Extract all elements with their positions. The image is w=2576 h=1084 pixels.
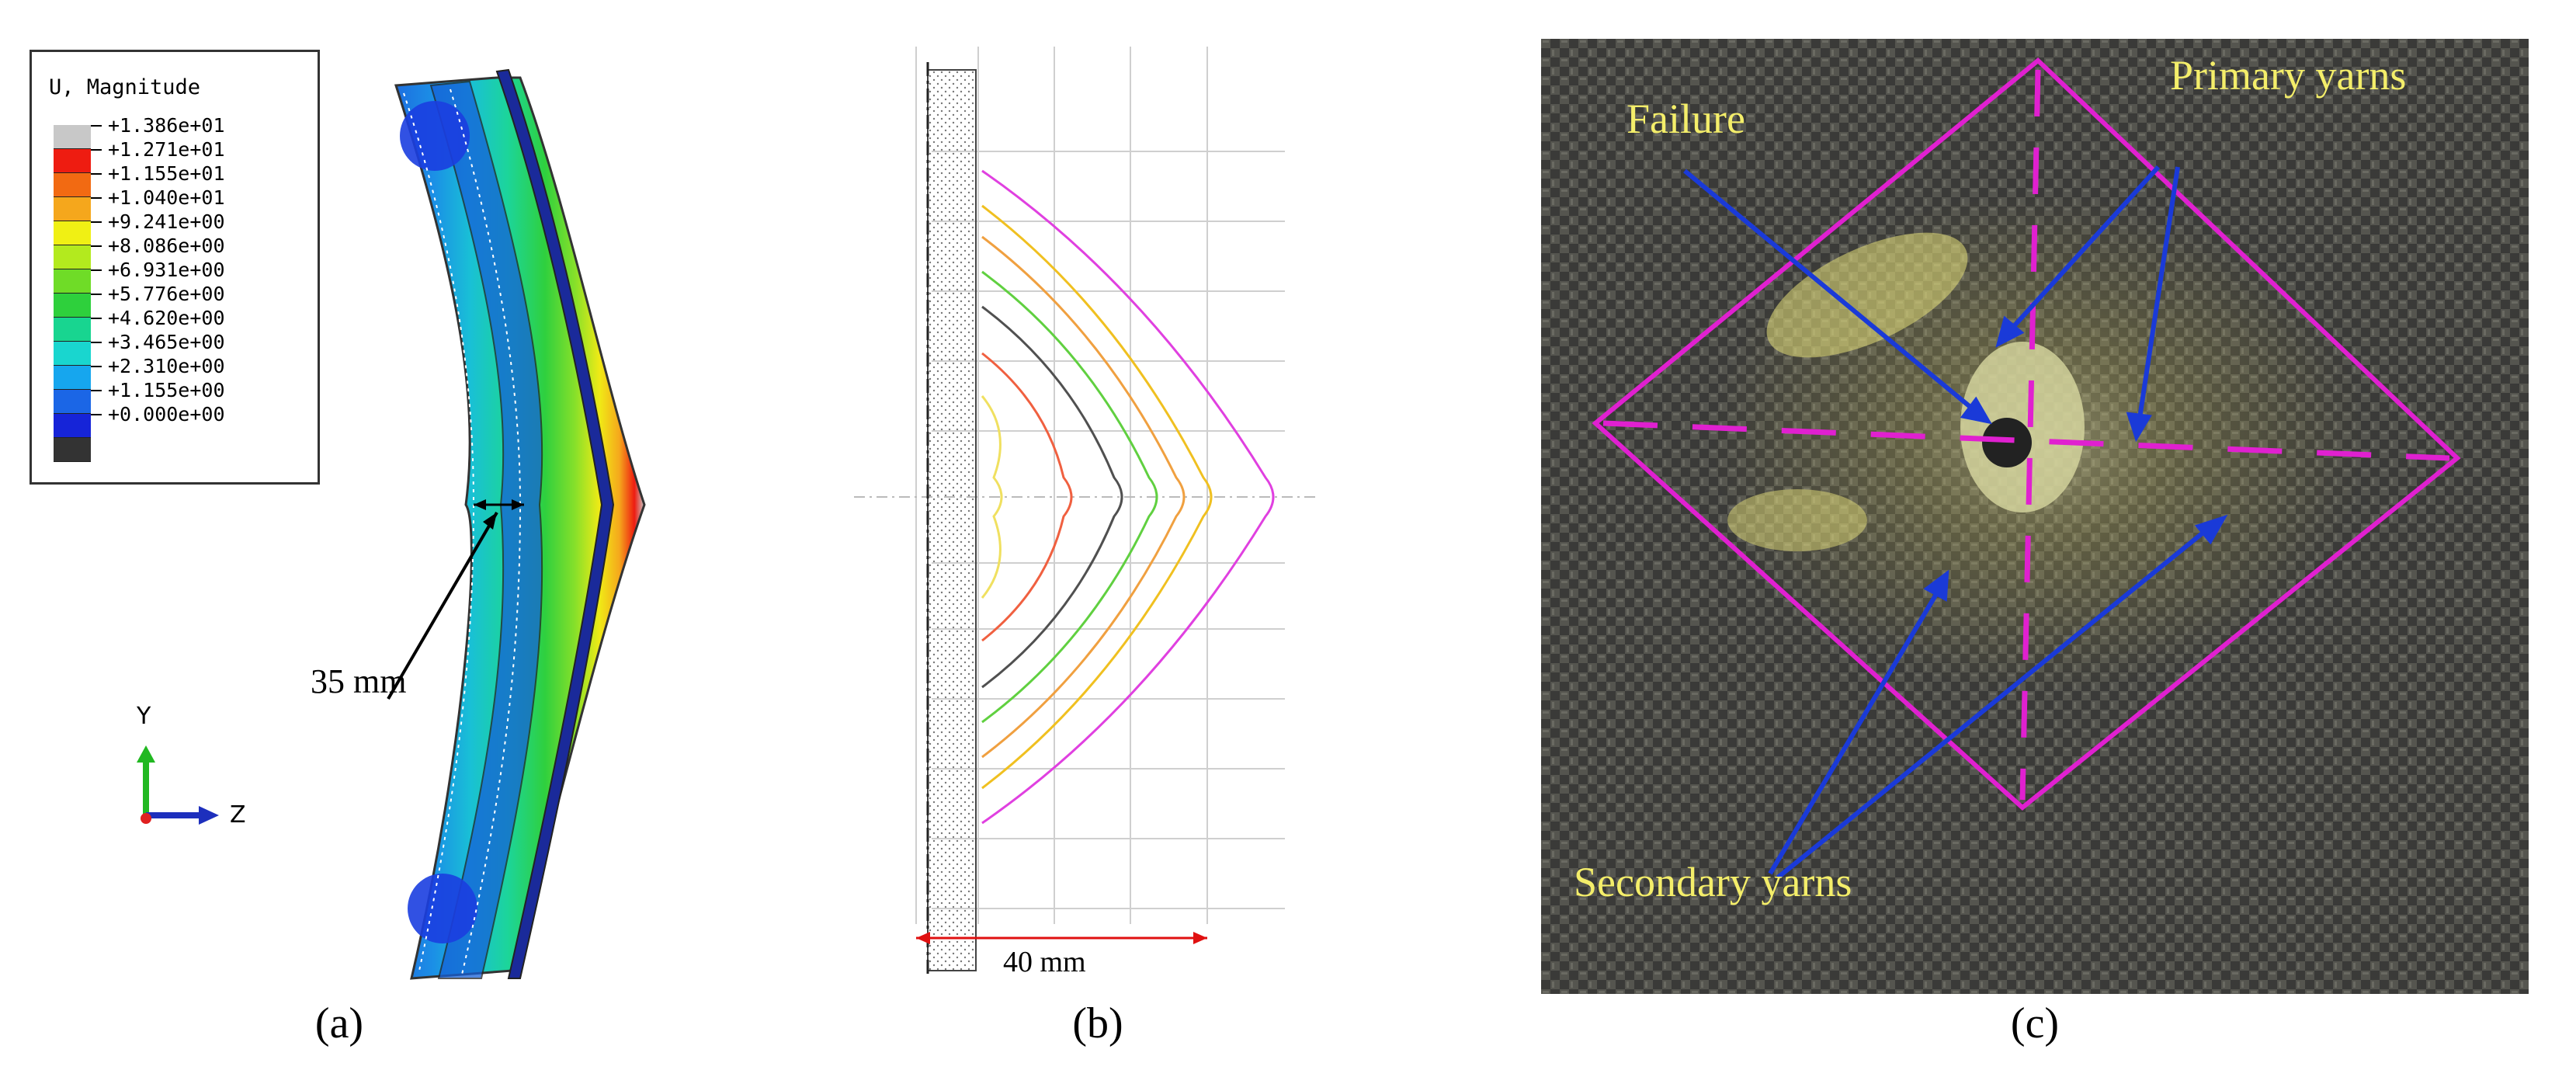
legend-swatch	[54, 342, 91, 366]
dimension-40mm: 40 mm	[1003, 946, 1086, 978]
legend-swatch	[54, 125, 91, 149]
legend-swatch	[54, 390, 91, 414]
legend-value: +1.040e+01	[108, 186, 225, 209]
wave-curve	[981, 352, 1073, 642]
legend-value: +1.155e+00	[108, 379, 225, 401]
legend-swatch	[54, 245, 91, 269]
legend-entry: +9.241e+00	[54, 210, 310, 245]
legend-entry: +5.776e+00	[54, 283, 310, 318]
legend-value: +6.931e+00	[108, 259, 225, 281]
wave-curve	[981, 305, 1123, 689]
legend-value: +1.386e+01	[108, 114, 225, 137]
label-failure: Failure	[1626, 96, 1745, 142]
label-secondary-yarns: Secondary yarns	[1574, 859, 1852, 905]
legend-tick	[91, 318, 102, 319]
legend-tick	[91, 173, 102, 175]
legend-value: +5.776e+00	[108, 283, 225, 305]
damage-boundary-diamond	[1592, 57, 2461, 811]
legend-entry: +1.386e+01	[54, 114, 310, 149]
legend-entry: +1.155e+00	[54, 379, 310, 414]
back-plate	[495, 68, 615, 979]
impact-photo	[1541, 39, 2529, 994]
legend-tick	[91, 149, 102, 151]
panel-b: 40 mm (b)	[838, 0, 1335, 1084]
stress-wave-diagram	[854, 47, 1320, 978]
legend-entry: +6.931e+00	[54, 259, 310, 294]
legend-entry: +8.086e+00	[54, 235, 310, 269]
panel-a: U, Magnitude +1.386e+01 +1.271e+01 +1.155e…	[0, 0, 699, 1084]
legend-value: +3.465e+00	[108, 331, 225, 353]
legend-value: +2.310e+00	[108, 355, 225, 377]
legend-value: +1.155e+01	[108, 162, 225, 185]
legend-tick	[91, 125, 102, 127]
legend-swatch	[54, 269, 91, 294]
legend-tick	[91, 414, 102, 415]
legend-tick	[91, 245, 102, 247]
legend-swatch	[54, 197, 91, 221]
legend-swatch	[54, 318, 91, 342]
legend-entry: +2.310e+00	[54, 355, 310, 390]
wave-curve	[981, 169, 1275, 825]
legend-tick	[91, 390, 102, 391]
legend-swatch	[54, 221, 91, 245]
legend-swatch	[54, 366, 91, 390]
legend-entry: +1.040e+01	[54, 186, 310, 221]
legend-swatch	[54, 294, 91, 318]
legend-value: +0.000e+00	[108, 403, 225, 426]
legend-entry: +3.465e+00	[54, 331, 310, 366]
legend-value: +8.086e+00	[108, 235, 225, 257]
wave-curve	[981, 235, 1186, 759]
caption-b: (b)	[1072, 999, 1123, 1048]
legend-swatch	[54, 414, 91, 438]
dimension-35mm: 35 mm	[311, 662, 407, 700]
contour-legend: U, Magnitude +1.386e+01 +1.271e+01 +1.155e…	[30, 50, 320, 485]
displacement-contour-plot	[387, 68, 646, 980]
legend-tick	[91, 221, 102, 223]
legend-tick	[91, 269, 102, 271]
wave-curve	[981, 270, 1158, 724]
label-primary-yarns: Primary yarns	[2170, 52, 2407, 99]
legend-tick	[91, 366, 102, 367]
axis-y-label: Y	[137, 703, 151, 730]
legend-entry: +0.000e+00	[54, 403, 310, 438]
legend-swatch-bottom	[54, 438, 91, 462]
wave-curve	[981, 395, 1003, 599]
wave-front-curves	[981, 169, 1275, 825]
axis-z-label: Z	[230, 801, 246, 829]
legend-value: +4.620e+00	[108, 307, 225, 329]
axis-triad	[137, 745, 219, 825]
legend-tick	[91, 294, 102, 295]
legend-swatch	[54, 149, 91, 173]
grid	[915, 47, 1285, 924]
legend-entry: +4.620e+00	[54, 307, 310, 342]
legend-value: +9.241e+00	[108, 210, 225, 233]
legend-tick	[91, 342, 102, 343]
caption-c: (c)	[2010, 999, 2060, 1048]
panel-c: Failure Primary yarns Secondary yarns	[1541, 39, 2529, 994]
legend-entry: +1.155e+01	[54, 162, 310, 197]
legend-tick	[91, 197, 102, 199]
legend-entry: +1.271e+01	[54, 138, 310, 173]
caption-a: (a)	[314, 999, 364, 1048]
legend-swatch	[54, 173, 91, 197]
wave-curve	[981, 204, 1213, 790]
legend-title: U, Magnitude	[49, 75, 201, 99]
legend-value: +1.271e+01	[108, 138, 225, 161]
inner-layer	[429, 80, 543, 979]
target-plate	[927, 69, 977, 971]
